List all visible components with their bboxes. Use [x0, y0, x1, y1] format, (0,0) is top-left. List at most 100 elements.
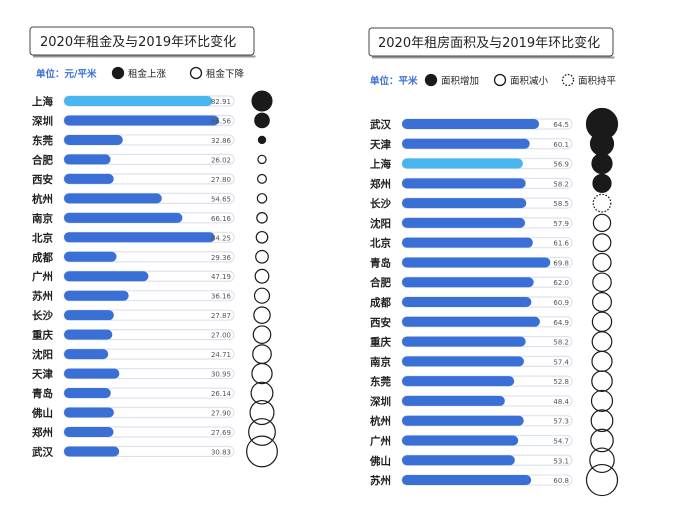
bar — [402, 316, 540, 327]
bar — [402, 435, 519, 446]
bar-row: 上海 82.91 — [32, 90, 273, 112]
category-label: 青岛 — [370, 256, 391, 269]
bar — [402, 455, 515, 466]
change-circle-down — [253, 287, 271, 304]
category-label: 长沙 — [32, 309, 53, 322]
value-label: 36.16 — [211, 293, 232, 301]
change-circle-down — [257, 154, 267, 165]
change-circle-down — [592, 252, 612, 273]
value-label: 53.1 — [553, 457, 569, 465]
change-circle-up — [592, 173, 612, 193]
bar-row: 广州 54.7 — [370, 428, 614, 453]
bar — [64, 388, 111, 399]
bar-row: 合肥 26.02 — [31, 153, 267, 166]
bar — [402, 237, 533, 248]
value-label: 84.25 — [211, 234, 231, 242]
bar-row: 长沙 58.5 — [370, 193, 612, 213]
bar-row: 西安 27.80 — [32, 173, 267, 186]
category-label: 苏州 — [32, 290, 53, 303]
change-circle-up — [589, 131, 615, 156]
bar-row: 苏州 60.8 — [370, 463, 619, 497]
bar — [402, 297, 532, 308]
bar-row: 深圳 86.56 — [32, 112, 270, 129]
value-label: 48.4 — [553, 398, 569, 406]
category-label: 天津 — [370, 138, 391, 151]
value-label: 66.16 — [211, 215, 232, 223]
change-circle-down — [592, 213, 612, 233]
bar-row: 郑州 58.2 — [370, 173, 612, 193]
bar-row: 成都 29.36 — [32, 249, 269, 264]
change-circle-down — [590, 389, 614, 413]
category-label: 郑州 — [32, 426, 53, 439]
bar-row: 武汉 64.5 — [370, 107, 619, 141]
bar — [64, 251, 117, 262]
value-label: 64.9 — [553, 319, 569, 327]
title-box — [368, 27, 614, 57]
bar — [402, 415, 524, 426]
legend-label: 面积持平 — [578, 75, 617, 87]
bar-row: 杭州 54.65 — [32, 192, 268, 205]
category-label: 北京 — [370, 237, 391, 250]
bar-row: 沈阳 24.71 — [32, 344, 272, 364]
change-circle-flat — [592, 193, 612, 213]
change-circle-down — [252, 325, 272, 344]
bar — [64, 426, 114, 437]
category-label: 沈阳 — [32, 348, 53, 361]
category-label: 郑州 — [370, 177, 391, 190]
bar — [402, 257, 551, 268]
category-label: 南京 — [32, 212, 53, 225]
bar — [402, 138, 530, 149]
change-circle-up — [257, 135, 267, 145]
change-circle-down — [255, 249, 269, 264]
value-label: 26.14 — [211, 390, 232, 398]
chart-title: 2020年租房面积及与2019年环比变化 — [378, 35, 600, 51]
category-label: 合肥 — [31, 153, 53, 166]
value-label: 57.3 — [553, 418, 569, 426]
value-label: 58.5 — [553, 200, 569, 208]
category-label: 苏州 — [370, 474, 391, 487]
category-label: 成都 — [32, 251, 53, 264]
category-label: 杭州 — [32, 192, 53, 205]
change-circle-down — [248, 418, 276, 446]
bar — [402, 277, 534, 288]
bar — [64, 115, 219, 126]
bar-row: 上海 56.9 — [370, 152, 613, 175]
value-label: 30.83 — [211, 448, 231, 456]
change-circle-down — [591, 370, 613, 392]
bar-row: 北京 61.6 — [370, 233, 612, 253]
unit-label: 单位：平米 — [370, 75, 418, 87]
value-label: 54.65 — [211, 195, 231, 203]
legend-label: 租金上涨 — [128, 68, 167, 80]
bar — [64, 368, 120, 379]
category-label: 佛山 — [31, 407, 53, 420]
bar — [64, 173, 114, 184]
value-label: 58.2 — [553, 180, 569, 188]
category-label: 佛山 — [369, 454, 391, 467]
bar — [64, 329, 113, 340]
category-label: 广州 — [32, 270, 53, 283]
bar — [402, 198, 527, 209]
value-label: 60.8 — [553, 477, 569, 485]
category-label: 青岛 — [32, 387, 53, 400]
bar-row: 东莞 32.86 — [32, 134, 267, 147]
value-label: 32.86 — [211, 137, 232, 145]
value-label: 61.6 — [553, 240, 569, 248]
value-label: 57.9 — [553, 220, 569, 228]
change-circle-down — [591, 292, 612, 313]
change-circle-down — [255, 230, 269, 244]
category-label: 东莞 — [32, 134, 53, 147]
value-label: 27.69 — [211, 429, 231, 437]
category-label: 武汉 — [32, 445, 53, 458]
value-label: 27.87 — [211, 312, 231, 320]
bar — [64, 271, 149, 282]
change-circle-down — [591, 350, 613, 372]
change-circle-down — [592, 272, 612, 293]
bar-row: 天津 60.1 — [370, 131, 615, 156]
legend-marker-hollow-circle — [493, 73, 507, 87]
bar-row: 苏州 36.16 — [32, 287, 271, 304]
bar — [64, 212, 183, 223]
category-label: 广州 — [370, 434, 391, 447]
bar — [402, 336, 526, 347]
